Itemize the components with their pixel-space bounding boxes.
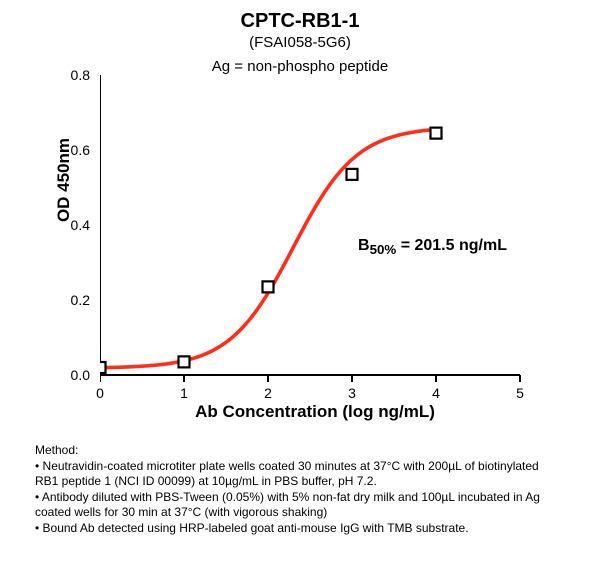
y-tick-label: 0.4	[56, 217, 90, 233]
b50-val: = 201.5 ng/mL	[396, 237, 507, 254]
plot-svg	[100, 55, 530, 395]
x-axis-label: Ab Concentration (log ng/mL)	[100, 402, 530, 422]
x-tick-label: 1	[174, 385, 194, 401]
b50-b: B	[358, 237, 370, 254]
method-bullet: • Bound Ab detected using HRP-labeled go…	[35, 521, 565, 537]
y-tick-label: 0.2	[56, 292, 90, 308]
method-block: Method: • Neutravidin-coated microtiter …	[35, 443, 565, 537]
y-tick-label: 0.6	[56, 142, 90, 158]
x-tick-label: 0	[90, 385, 110, 401]
x-tick-label: 2	[258, 385, 278, 401]
method-bullets: • Neutravidin-coated microtiter plate we…	[35, 459, 565, 537]
x-tick-label: 3	[342, 385, 362, 401]
method-header: Method:	[35, 443, 565, 459]
chart-subtitle: (FSAI058-5G6)	[0, 34, 600, 51]
x-tick-label: 5	[510, 385, 530, 401]
chart-title: CPTC-RB1-1	[0, 10, 600, 33]
method-bullet: • Antibody diluted with PBS-Tween (0.05%…	[35, 490, 565, 521]
plot-region: B50% = 201.5 ng/mL	[100, 55, 530, 375]
chart-area: CPTC-RB1-1 (FSAI058-5G6) Ag = non-phosph…	[0, 0, 600, 440]
y-tick-label: 0.0	[56, 367, 90, 383]
y-tick-label: 0.8	[56, 67, 90, 83]
x-tick-label: 4	[426, 385, 446, 401]
b50-annotation: B50% = 201.5 ng/mL	[358, 237, 507, 257]
method-bullet: • Neutravidin-coated microtiter plate we…	[35, 459, 565, 490]
b50-sub: 50%	[370, 242, 397, 257]
